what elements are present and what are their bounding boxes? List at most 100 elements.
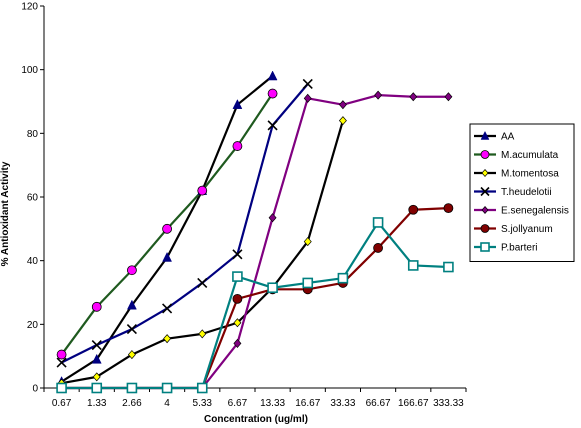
legend: AA M.acumulata M.tomentosa T.heudelotii E.se… (469, 123, 575, 262)
x-tick-label: 5.33 (193, 398, 213, 409)
x-tick-label: 6.67 (228, 398, 248, 409)
data-point-m-acumulata (91, 301, 102, 312)
data-point-p-barteri (337, 272, 349, 284)
data-point-aa (127, 299, 137, 310)
legend-label: M.tomentosa (501, 169, 559, 180)
x-tick-label: 166.67 (398, 398, 429, 409)
legend-marker (481, 168, 489, 178)
series-line-s-jollyanum (61, 207, 449, 390)
legend-label: E.senegalensis (501, 206, 569, 217)
series-line-e-senegalensis (61, 94, 449, 390)
data-point-m-tomentosa (163, 334, 172, 344)
legend-item-e-senegalensis: E.senegalensis (474, 206, 569, 217)
data-point-m-acumulata (232, 141, 243, 151)
data-point-e-senegalensis (444, 92, 453, 102)
data-point-p-barteri (126, 382, 138, 394)
data-point-aa (91, 353, 102, 364)
data-point-m-tomentosa (303, 237, 312, 247)
x-tick-label: 33.33 (330, 398, 355, 409)
legend-item-p-barteri: P.barteri (474, 242, 538, 254)
y-tick-label: 20 (27, 320, 39, 331)
y-tick-label: 0 (32, 384, 38, 395)
x-tick-label: 13.33 (260, 398, 285, 409)
series-markers (56, 70, 454, 394)
data-point-s-jollyanum (443, 203, 454, 214)
series-line-t-heudelotii (61, 83, 309, 364)
x-tick-label: 1.33 (87, 398, 107, 409)
data-point-t-heudelotii (267, 120, 278, 131)
data-point-p-barteri (372, 217, 384, 228)
data-point-s-jollyanum (408, 204, 419, 215)
data-point-p-barteri (161, 382, 173, 394)
series-line-m-tomentosa (61, 120, 344, 385)
data-point-e-senegalensis (303, 93, 312, 103)
legend-label: M.acumulata (501, 150, 559, 161)
x-tick-label: 0.67 (52, 398, 72, 409)
legend-label: T.heudelotii (501, 187, 552, 198)
data-point-s-jollyanum (373, 243, 383, 253)
data-point-e-senegalensis (338, 100, 347, 110)
data-point-p-barteri (443, 261, 454, 273)
legend-marker (480, 186, 490, 197)
data-point-m-acumulata (197, 185, 208, 196)
legend-item-m-acumulata: M.acumulata (474, 150, 559, 161)
data-point-m-acumulata (127, 265, 137, 276)
data-point-m-tomentosa (338, 116, 347, 126)
data-point-t-heudelotii (232, 249, 243, 260)
data-point-t-heudelotii (197, 277, 208, 289)
data-point-p-barteri (267, 282, 278, 294)
data-point-m-tomentosa (198, 329, 207, 339)
legend-label: AA (501, 132, 515, 143)
data-point-aa (162, 251, 172, 262)
legend-item-m-tomentosa: M.tomentosa (474, 169, 559, 180)
series-lines (60, 75, 449, 390)
y-tick-label: 40 (27, 256, 39, 267)
legend-label: P.barteri (501, 243, 538, 254)
data-point-p-barteri (302, 277, 314, 289)
y-tick-label: 100 (21, 65, 38, 76)
data-point-m-tomentosa (127, 350, 136, 360)
data-point-t-heudelotii (162, 303, 173, 314)
data-point-t-heudelotii (56, 357, 67, 368)
data-point-p-barteri (232, 271, 243, 282)
series-line-p-barteri (61, 221, 449, 390)
legend-item-t-heudelotii: T.heudelotii (474, 186, 552, 198)
data-point-e-senegalensis (409, 92, 418, 102)
x-tick-label: 66.67 (366, 398, 391, 409)
legend-item-s-jollyanum: S.jollyanum (474, 224, 553, 235)
data-point-s-jollyanum (232, 293, 243, 304)
y-axis-label: % Antioxidant Activity (0, 161, 11, 266)
legend-marker (480, 224, 490, 233)
data-point-p-barteri (91, 382, 103, 394)
x-tick-label: 2.66 (122, 398, 142, 409)
data-point-p-barteri (56, 382, 67, 394)
x-tick-label: 4 (164, 398, 170, 409)
data-point-aa (232, 99, 243, 109)
data-point-m-tomentosa (92, 372, 101, 382)
data-point-m-acumulata (267, 88, 278, 99)
data-point-t-heudelotii (126, 324, 137, 335)
data-point-m-acumulata (162, 223, 172, 234)
x-tick-label: 333.33 (433, 398, 464, 409)
data-point-t-heudelotii (302, 78, 313, 90)
legend-marker (481, 205, 489, 215)
tick-labels: 0 20 40 60 80 100 120 0.67 1.33 2.66 4 5.33 6.67 13.3… (21, 2, 464, 410)
data-point-t-heudelotii (91, 339, 102, 351)
data-point-m-tomentosa (233, 318, 242, 328)
legend-label: S.jollyanum (501, 224, 553, 235)
y-tick-label: 60 (27, 193, 39, 204)
data-point-e-senegalensis (268, 213, 277, 223)
legend-item-aa: AA (474, 130, 515, 143)
y-tick-label: 120 (21, 2, 38, 13)
data-point-m-acumulata (56, 349, 67, 360)
data-point-e-senegalensis (374, 90, 383, 100)
legend-marker (480, 242, 490, 252)
data-point-e-senegalensis (233, 338, 242, 348)
legend-marker (480, 150, 490, 159)
data-point-aa (267, 70, 278, 81)
data-point-p-barteri (196, 382, 208, 394)
data-point-p-barteri (407, 260, 419, 271)
legend-marker (480, 130, 490, 140)
x-axis-label: Concentration (ug/ml) (204, 414, 308, 425)
